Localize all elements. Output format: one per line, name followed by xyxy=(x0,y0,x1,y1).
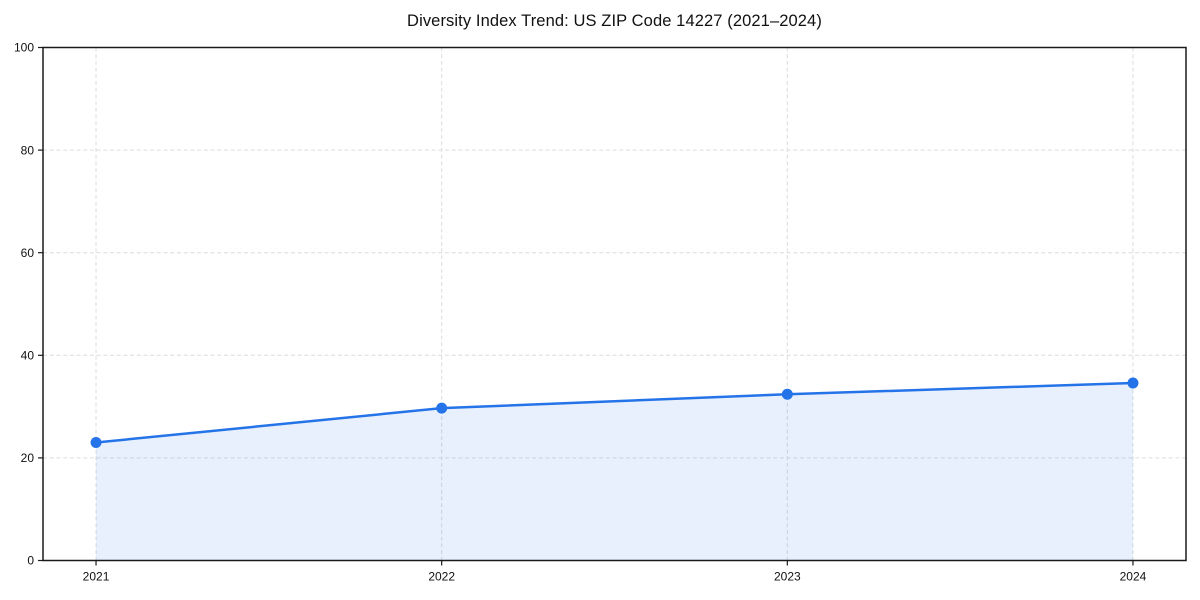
x-tick-label: 2022 xyxy=(428,570,455,584)
plot-border xyxy=(42,46,1187,562)
y-tick-label: 20 xyxy=(21,451,35,465)
trend-line xyxy=(94,381,1135,444)
x-tick-label: 2024 xyxy=(1120,570,1147,584)
y-tick-label: 40 xyxy=(21,349,35,363)
x-tick-label: 2023 xyxy=(774,570,801,584)
y-tick-label: 80 xyxy=(21,143,35,157)
y-tick-label: 0 xyxy=(27,554,34,568)
data-point-marker xyxy=(90,437,102,449)
y-tick-label: 100 xyxy=(14,41,34,55)
area-fill xyxy=(96,383,1133,561)
chart-title: Diversity Index Trend: US ZIP Code 14227… xyxy=(407,12,822,30)
x-tick-label: 2021 xyxy=(83,570,110,584)
data-point-marker xyxy=(436,402,448,414)
y-tick-label: 60 xyxy=(21,246,35,260)
data-point-marker xyxy=(1127,377,1139,389)
data-point-marker xyxy=(781,388,793,400)
